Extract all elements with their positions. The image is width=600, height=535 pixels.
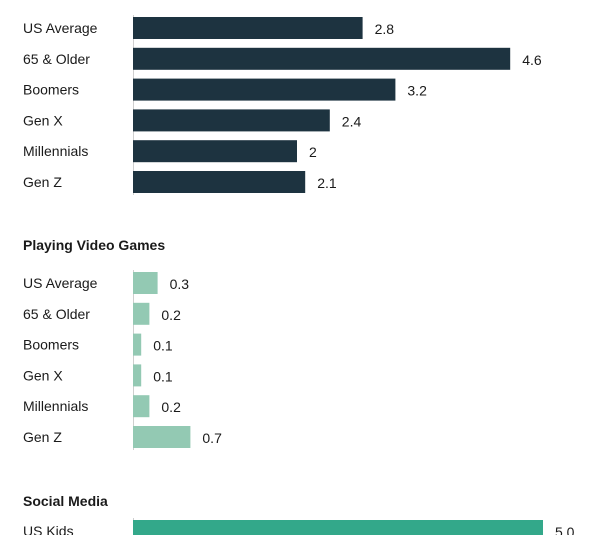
- category-label: Gen Z: [23, 174, 62, 190]
- value-label: 2: [309, 144, 317, 160]
- category-label: Gen X: [23, 367, 63, 383]
- value-label: 0.3: [170, 276, 190, 292]
- section-title: Playing Video Games: [23, 237, 165, 253]
- value-label: 0.1: [153, 338, 173, 354]
- value-label: 2.1: [317, 175, 337, 191]
- value-label: 0.1: [153, 368, 173, 384]
- value-label: 5.0: [555, 524, 575, 535]
- bar: [133, 17, 363, 39]
- bar: [133, 109, 330, 132]
- category-label: US Average: [23, 275, 98, 291]
- bar: [133, 78, 396, 101]
- category-label: Millennials: [23, 398, 88, 414]
- category-label: Gen X: [23, 112, 63, 128]
- category-label: 65 & Older: [23, 51, 90, 67]
- value-label: 2.4: [342, 113, 362, 129]
- value-label: 2.8: [375, 21, 395, 37]
- bar: [133, 426, 191, 448]
- category-label: Gen Z: [23, 429, 62, 445]
- category-label: US Kids: [23, 523, 74, 535]
- category-label: Boomers: [23, 82, 79, 98]
- category-label: Millennials: [23, 143, 88, 159]
- value-label: 3.2: [407, 83, 427, 99]
- bar: [133, 395, 150, 418]
- category-label: Boomers: [23, 337, 79, 353]
- bar: [133, 333, 142, 356]
- value-label: 4.6: [522, 52, 542, 68]
- section-title: Social Media: [23, 493, 108, 509]
- value-label: 0.2: [161, 307, 181, 323]
- bar: [133, 171, 306, 193]
- value-label: 0.7: [202, 430, 222, 446]
- bar: [133, 140, 297, 163]
- bar: [133, 520, 543, 535]
- bar: [133, 47, 511, 70]
- category-label: US Average: [23, 20, 98, 36]
- value-label: 0.2: [161, 399, 181, 415]
- bar: [133, 364, 142, 387]
- bar: [133, 302, 150, 325]
- category-label: 65 & Older: [23, 306, 90, 322]
- bar: [133, 272, 158, 294]
